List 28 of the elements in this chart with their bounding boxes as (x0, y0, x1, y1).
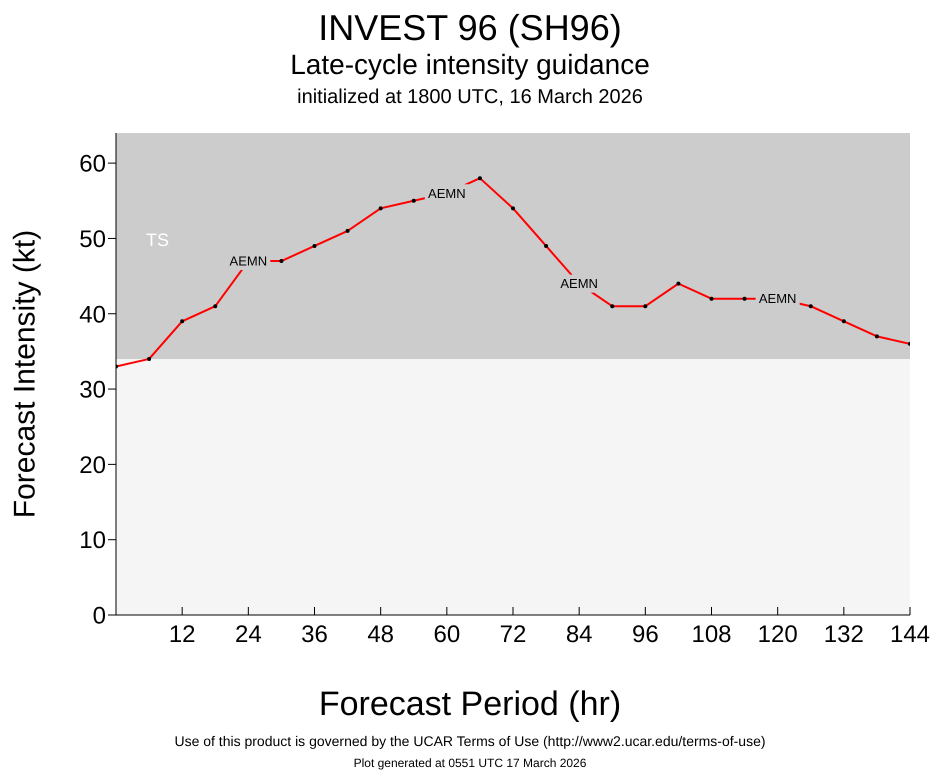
text: Use of this product is governed by the UCAR Terms of Use (http://www2.ucar.edu/terms-of-use) (173, 732, 767, 750)
y-tick-label: 50 (79, 226, 106, 253)
x-tick-label: 48 (367, 621, 394, 648)
x-tick-label: 36 (301, 621, 328, 648)
x-tick-label: 132 (824, 621, 864, 648)
x-tick-label: 60 (433, 621, 460, 648)
y-tick-label: 20 (79, 452, 106, 479)
x-tick-label: 96 (632, 621, 659, 648)
annotation: AEMN (560, 276, 598, 292)
y-axis-title: Forecast Intensity (kt) (8, 230, 42, 518)
x-tick-label: 144 (890, 621, 930, 648)
x-axis-title: Forecast Period (hr) (318, 684, 622, 724)
x-tick-label: 84 (566, 621, 593, 648)
y-tick-label: 30 (79, 376, 106, 404)
y-tick-label: 60 (79, 150, 106, 178)
text: initialized at 1800 UTC, 16 March 2026 (296, 85, 644, 110)
text: Plot generated at 0551 UTC 17 March 2026 (352, 755, 588, 772)
y-tick-label: 10 (79, 527, 106, 554)
y-tick-label: 40 (79, 301, 106, 328)
annotation: AEMN (230, 254, 268, 269)
x-tick-label: 120 (758, 621, 798, 648)
y-tick-label: 0 (92, 602, 106, 630)
chart-title: INVEST 96 (SH96) (317, 7, 623, 48)
x-tick-label: 108 (691, 621, 732, 648)
x-tick-label: 24 (234, 621, 262, 648)
x-tick-label: 72 (500, 621, 526, 648)
x-tick-label: 12 (168, 621, 196, 648)
chart-subtitle: Late-cycle intensity guidance (289, 48, 651, 82)
